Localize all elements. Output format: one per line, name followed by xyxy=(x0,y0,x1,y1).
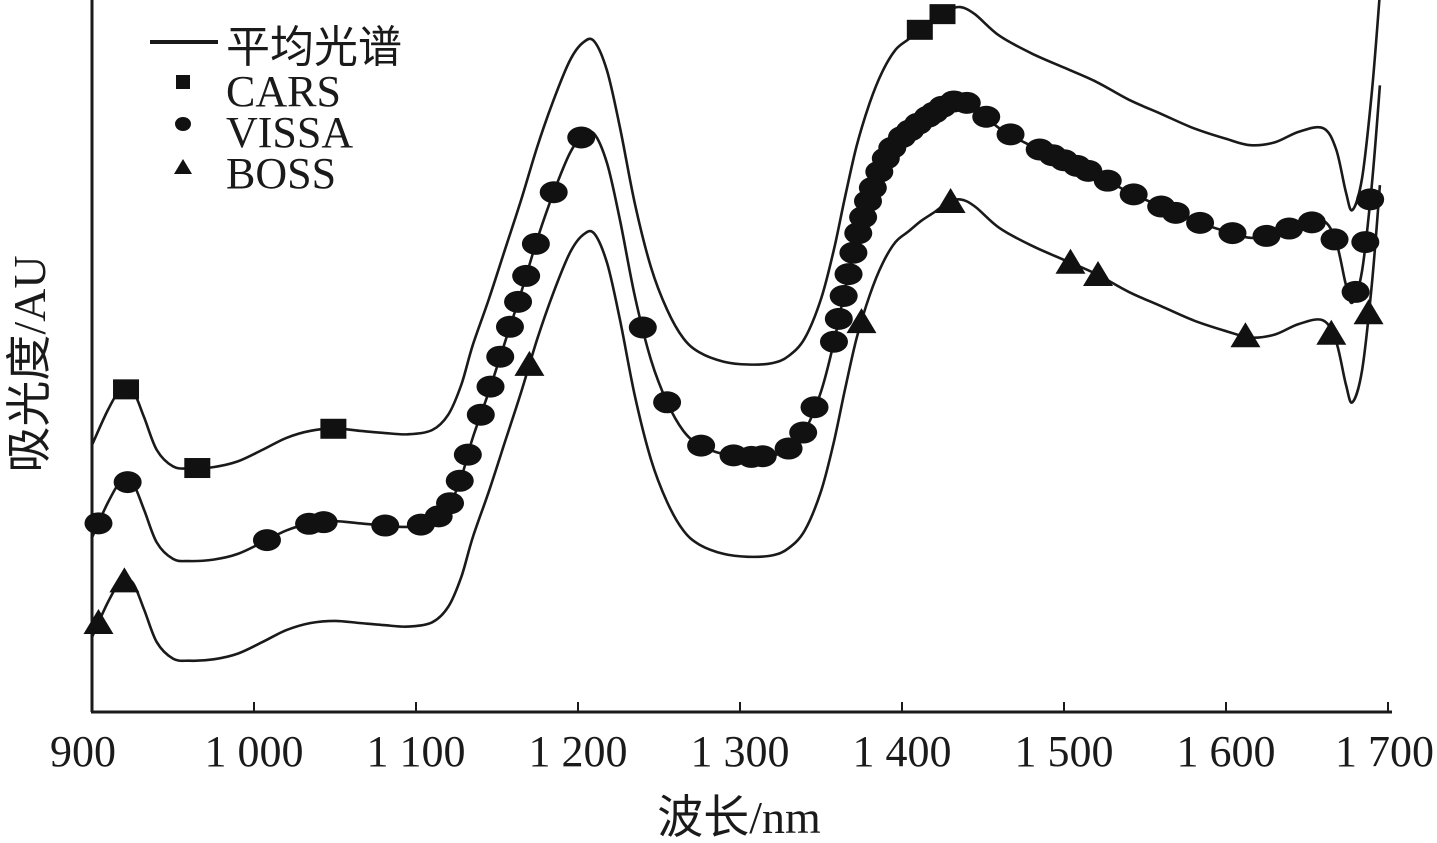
vissa-marker-1625 xyxy=(1252,224,1281,247)
vissa-marker-1639 xyxy=(1275,217,1304,240)
vissa-marker-904 xyxy=(84,512,113,535)
boss-marker-904 xyxy=(83,609,114,634)
x-tick-label-1100: 1 100 xyxy=(367,727,466,776)
vissa-marker-1121 xyxy=(436,492,465,515)
mean-spectrum-line-cars xyxy=(90,0,1381,470)
vissa-marker-1043 xyxy=(309,511,338,534)
legend: 平均光谱 CARS VISSA BOSS xyxy=(150,23,402,198)
vissa-marker-1158 xyxy=(495,315,524,338)
x-tick-label-1200: 1 200 xyxy=(529,727,628,776)
boss-marker-1375 xyxy=(846,308,877,334)
vissa-marker-1527 xyxy=(1093,169,1122,192)
vissa-marker-1680 xyxy=(1341,280,1370,303)
vissa-marker-1276 xyxy=(687,434,716,457)
boss-marker-1504 xyxy=(1055,248,1086,274)
vissa-marker-1604 xyxy=(1218,222,1247,245)
boss-marker-1612 xyxy=(1230,322,1261,348)
vissa-marker-1440 xyxy=(952,91,981,114)
x-tick-label-1600: 1 600 xyxy=(1177,727,1276,776)
x-axis-title: 波长/nm xyxy=(657,792,821,843)
x-tick-label-1400: 1 400 xyxy=(853,727,952,776)
vissa-marker-1174 xyxy=(521,232,550,255)
y-axis-title: 吸光度/AU xyxy=(4,255,55,472)
x-ticks xyxy=(91,702,1389,712)
x-tick-label-900: 900 xyxy=(50,727,116,776)
vissa-marker-1081 xyxy=(371,514,400,537)
legend-label-mean-spectrum: 平均光谱 xyxy=(226,23,402,72)
boss-marker-1521 xyxy=(1083,261,1114,287)
vissa-marker-1185 xyxy=(539,181,568,204)
vissa-marker-1255 xyxy=(653,391,682,414)
boss-marker-920 xyxy=(109,567,140,593)
legend-label-boss: BOSS xyxy=(226,149,336,198)
cars-marker-921 xyxy=(113,379,140,400)
cars-marker-1049 xyxy=(320,418,347,439)
axes xyxy=(90,0,1392,714)
vissa-marker-1240 xyxy=(628,316,657,339)
vissa-marker-1339 xyxy=(789,421,818,444)
vissa-marker-1361 xyxy=(824,307,853,330)
vissa-marker-1202 xyxy=(567,126,596,149)
vissa-marker-1667 xyxy=(1320,228,1349,251)
vissa-marker-1314 xyxy=(748,445,777,468)
legend-square-swatch xyxy=(176,75,190,89)
vissa-marker-1364 xyxy=(829,284,858,307)
vissa-marker-1653 xyxy=(1297,211,1326,234)
variable-markers xyxy=(83,4,1385,634)
boss-marker-1665 xyxy=(1316,319,1347,345)
vissa-marker-1543 xyxy=(1119,183,1148,206)
x-tick-labels: 900 1 000 1 100 1 200 1 300 1 400 1 500 1 600 1 … xyxy=(50,727,1434,776)
vissa-marker-1140 xyxy=(466,403,495,426)
legend-label-cars: CARS xyxy=(226,67,341,116)
vissa-marker-922 xyxy=(113,471,142,494)
vissa-marker-1452 xyxy=(972,105,1001,128)
cars-marker-965 xyxy=(184,458,211,479)
legend-label-vissa: VISSA xyxy=(226,108,353,157)
x-tick-label-1300: 1 300 xyxy=(691,727,790,776)
vissa-marker-1152 xyxy=(486,345,515,368)
vissa-marker-1132 xyxy=(453,443,482,466)
legend-triangle-swatch xyxy=(174,159,192,174)
boss-marker-1430 xyxy=(935,188,966,214)
boss-marker-1170 xyxy=(514,350,545,376)
vissa-marker-1127 xyxy=(445,469,474,492)
vissa-marker-1146 xyxy=(476,375,505,398)
cars-marker-1411 xyxy=(906,19,933,40)
vissa-marker-1467 xyxy=(996,123,1025,146)
legend-circle-swatch xyxy=(175,117,191,131)
boss-marker-1688 xyxy=(1353,299,1384,325)
vissa-marker-1008 xyxy=(252,529,281,552)
vissa-marker-1330 xyxy=(774,437,803,460)
vissa-marker-1689 xyxy=(1356,188,1385,211)
vissa-marker-1346 xyxy=(800,396,829,419)
mean-spectrum-line-boss xyxy=(90,184,1382,663)
vissa-marker-1168 xyxy=(512,264,541,287)
vissa-marker-1686 xyxy=(1351,231,1380,254)
vissa-marker-1569 xyxy=(1161,201,1190,224)
vissa-marker-1367 xyxy=(834,263,863,286)
x-tick-label-1700: 1 700 xyxy=(1335,727,1434,776)
vissa-marker-1163 xyxy=(504,290,533,313)
vissa-marker-1584 xyxy=(1186,211,1215,234)
x-tick-label-1000: 1 000 xyxy=(205,727,304,776)
cars-marker-1425 xyxy=(929,4,956,25)
vissa-marker-1370 xyxy=(839,241,868,264)
x-tick-label-1500: 1 500 xyxy=(1015,727,1114,776)
vissa-marker-1358 xyxy=(819,330,848,353)
